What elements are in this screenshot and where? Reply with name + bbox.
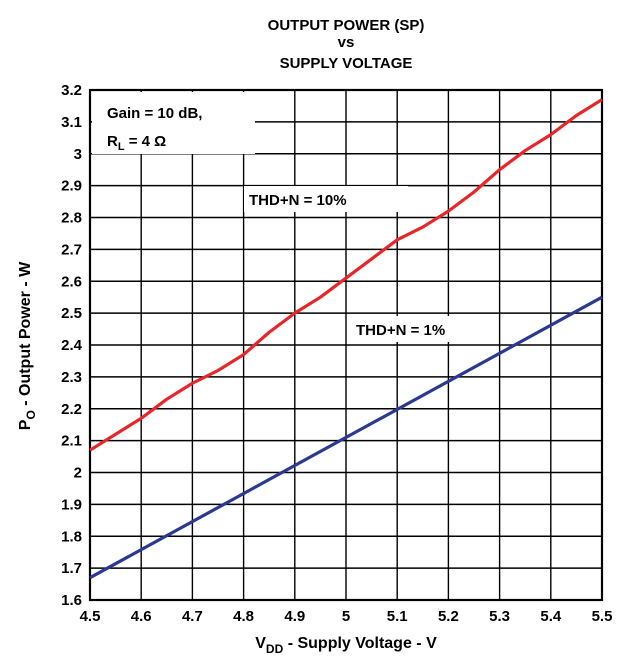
chart-title-line-1: OUTPUT POWER (SP) — [268, 17, 425, 34]
y-tick-label-1: 1.7 — [61, 560, 82, 577]
x-tick-label-3: 4.8 — [233, 608, 254, 625]
series-label-1pct: THD+N = 1% — [356, 322, 445, 339]
series-line-0 — [89, 98, 603, 452]
x-tick-label-0: 4.5 — [80, 608, 101, 625]
x-tick-label-9: 5.4 — [540, 608, 562, 625]
chart-title-line-2: vs — [338, 34, 355, 51]
x-tick-label-5: 5 — [342, 608, 350, 625]
y-tick-label-2: 1.8 — [61, 528, 82, 545]
x-axis-label: VDD - Supply Voltage - V — [255, 635, 437, 656]
series-line-1 — [89, 295, 603, 580]
y-tick-label-0: 1.6 — [61, 592, 82, 609]
y-tick-label-10: 2.6 — [61, 273, 82, 290]
x-tick-label-7: 5.2 — [438, 608, 459, 625]
chart-title-line-3: SUPPLY VOLTAGE — [280, 55, 413, 72]
y-tick-label-9: 2.5 — [61, 305, 82, 322]
x-tick-label-2: 4.7 — [182, 608, 203, 625]
series-label-bg-1 — [353, 316, 487, 342]
x-tick-label-6: 5.1 — [387, 608, 408, 625]
x-tick-labels: 4.5 4.6 4.7 4.8 4.9 5 5.1 5.2 5.3 5.4 5.5 — [80, 608, 613, 625]
plot-frame — [88, 88, 604, 602]
y-axis-label: PO - Output Power - W — [17, 261, 38, 430]
y-tick-label-13: 2.9 — [61, 178, 82, 195]
y-tick-label-5: 2.1 — [61, 433, 82, 450]
x-tick-label-4: 4.9 — [284, 608, 305, 625]
series-label-bg-10 — [244, 186, 408, 212]
y-tick-label-14: 3 — [74, 146, 82, 163]
x-tick-label-8: 5.3 — [489, 608, 510, 625]
y-tick-label-8: 2.4 — [61, 337, 83, 354]
grid — [88, 88, 604, 602]
x-tick-label-1: 4.6 — [131, 608, 152, 625]
annotation-load: RL = 4 Ω — [107, 133, 166, 153]
series-label-10pct: THD+N = 10% — [249, 192, 347, 209]
y-tick-label-11: 2.7 — [61, 241, 82, 258]
annotation-gain: Gain = 10 dB, — [107, 105, 202, 122]
y-tick-labels: 1.6 1.7 1.8 1.9 2 2.1 2.2 2.3 2.4 2.5 2.6 2.7 2.8 2.9… — [61, 82, 83, 609]
y-tick-label-7: 2.3 — [61, 369, 82, 386]
x-tick-label-10: 5.5 — [592, 608, 613, 625]
annotation-box — [92, 92, 255, 154]
y-tick-label-3: 1.9 — [61, 496, 82, 513]
y-tick-label-6: 2.2 — [61, 401, 82, 418]
y-tick-label-16: 3.2 — [61, 82, 82, 99]
y-tick-label-4: 2 — [74, 465, 82, 482]
y-tick-label-12: 2.8 — [61, 210, 82, 227]
y-tick-label-15: 3.1 — [61, 114, 82, 131]
series-lines — [89, 98, 603, 580]
